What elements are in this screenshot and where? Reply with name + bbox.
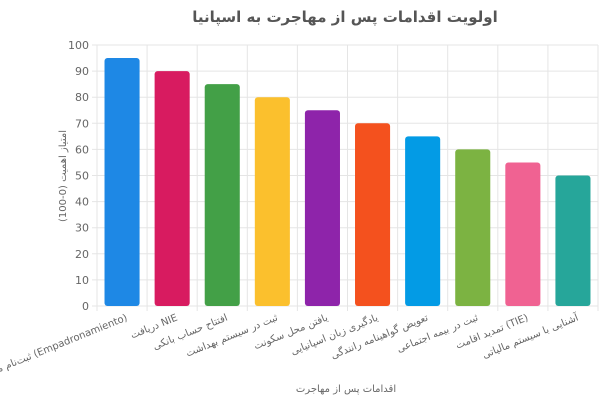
chart-title: اولویت اقدامات پس از مهاجرت به اسپانیا [192, 8, 498, 27]
bar[interactable] [405, 136, 441, 306]
y-tick-label: 80 [75, 91, 89, 104]
y-tick-label: 90 [75, 65, 89, 78]
bar[interactable] [254, 97, 290, 306]
bar[interactable] [154, 71, 190, 306]
x-axis-ticks: ثبت‌نام محلی (Empadronamiento) دریافت NIE… [0, 310, 581, 382]
x-tick-label: ثبت‌نام محلی (Empadronamiento) [0, 313, 129, 382]
bar[interactable] [355, 123, 391, 306]
y-tick-label: 20 [75, 248, 89, 261]
y-tick-label: 10 [75, 274, 89, 287]
y-tick-label: 30 [75, 222, 89, 235]
bars [104, 58, 591, 307]
y-tick-label: 70 [75, 117, 89, 130]
bar[interactable] [204, 84, 240, 307]
y-axis-label: امتیاز اهمیت (0-100) [58, 130, 69, 222]
bar[interactable] [104, 58, 140, 306]
x-axis-label: اقدامات پس از مهاجرت [296, 384, 396, 395]
bar[interactable] [455, 149, 491, 306]
y-axis-ticks: 0 10 20 30 40 50 60 70 80 90 100 [68, 39, 89, 313]
y-tick-label: 60 [75, 143, 89, 156]
bar[interactable] [555, 175, 591, 307]
bar[interactable] [505, 162, 541, 306]
y-tick-label: 40 [75, 196, 89, 209]
y-tick-label: 50 [75, 170, 89, 183]
y-tick-label: 100 [68, 39, 89, 52]
bar[interactable] [304, 110, 340, 306]
y-tick-label: 0 [82, 300, 89, 313]
